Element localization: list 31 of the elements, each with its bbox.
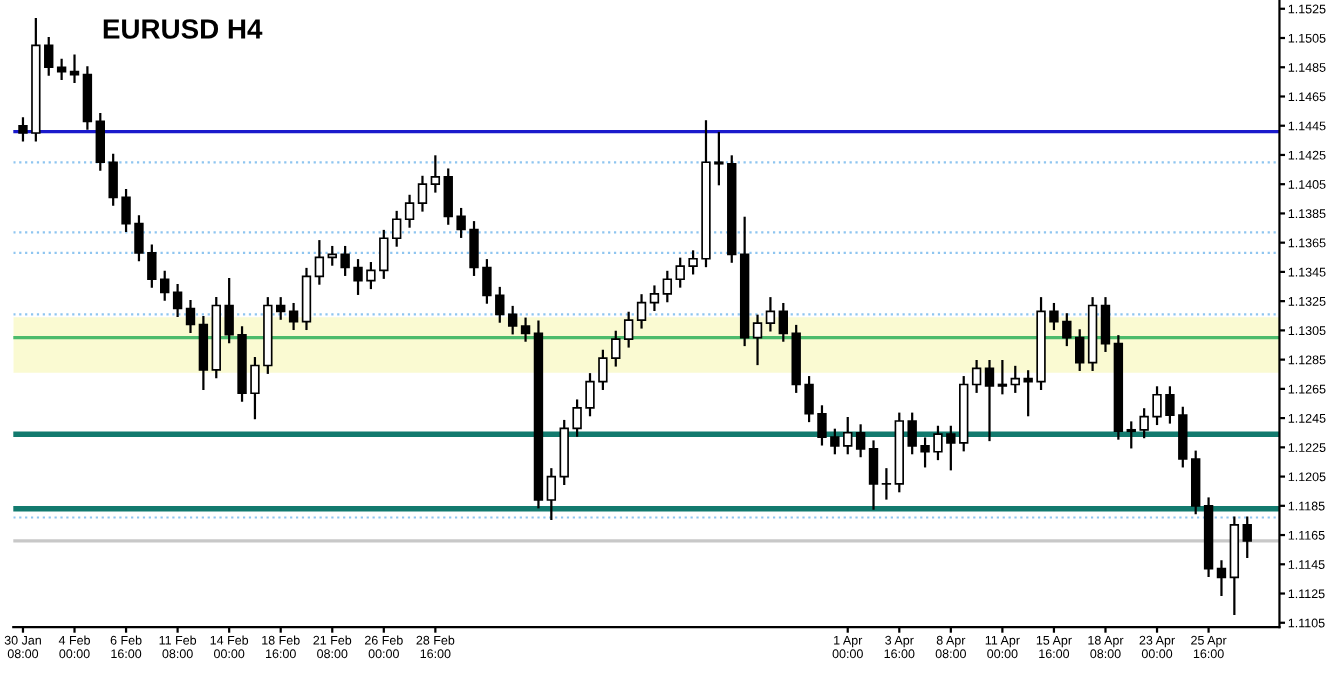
candlestick <box>662 270 673 303</box>
candlestick <box>417 175 428 212</box>
candlestick <box>1242 516 1252 559</box>
candlestick <box>765 297 776 332</box>
candlestick <box>636 294 647 329</box>
candlestick <box>623 311 634 348</box>
text: EURUSD H4 <box>103 19 263 39</box>
candlestick <box>1216 560 1227 597</box>
candlestick <box>752 314 763 366</box>
candlestick <box>984 359 995 442</box>
candlestick <box>507 305 518 335</box>
candlestick <box>546 468 557 521</box>
candlestick <box>971 359 982 393</box>
candlestick <box>868 440 879 510</box>
candlestick <box>301 267 312 331</box>
candlestick <box>520 317 531 342</box>
candlestick <box>69 54 80 83</box>
candlestick <box>855 424 866 458</box>
candlestick <box>198 316 209 390</box>
candlestick <box>56 58 67 81</box>
candlestick <box>404 194 415 228</box>
candlestick <box>1100 297 1111 352</box>
candlestick <box>649 285 660 312</box>
candlestick <box>314 240 325 285</box>
candlestick <box>185 300 196 333</box>
candlestick <box>288 302 299 331</box>
candlestick <box>881 468 892 500</box>
candlestick <box>82 66 93 130</box>
candlestick <box>430 155 441 193</box>
candlestick <box>172 283 183 317</box>
candlestick <box>997 359 1008 395</box>
